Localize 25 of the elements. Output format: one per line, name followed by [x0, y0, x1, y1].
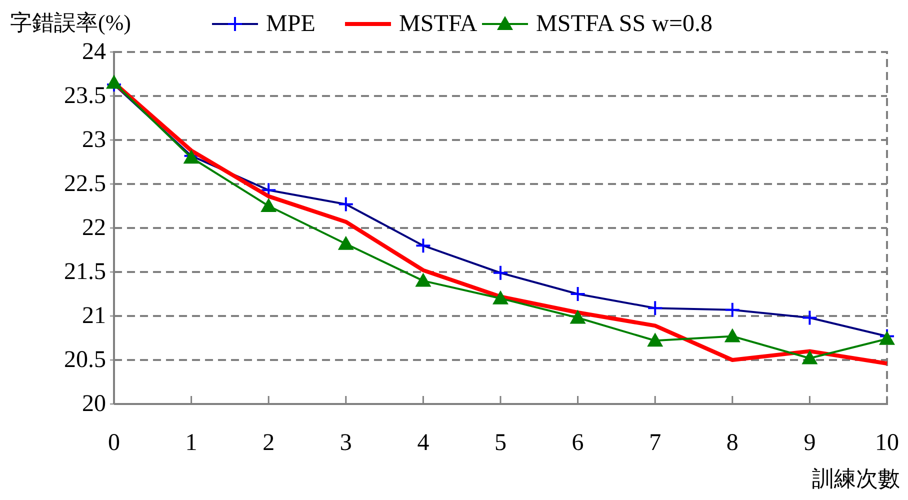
- y-tick-label: 22.5: [64, 171, 106, 197]
- x-tick-label: 6: [572, 430, 584, 456]
- x-tick-label: 5: [494, 430, 506, 456]
- y-tick-label: 21: [82, 303, 106, 329]
- y-tick-label: 21.5: [64, 259, 106, 285]
- x-tick-label: 9: [804, 430, 816, 456]
- legend-label: MSTFA SS w=0.8: [536, 11, 712, 37]
- y-tick-label: 22: [82, 215, 106, 241]
- x-tick-label: 7: [649, 430, 662, 456]
- y-tick-label: 24: [82, 39, 106, 65]
- legend-label: MPE: [266, 11, 316, 37]
- x-tick-label: 1: [185, 430, 198, 456]
- x-tick-label: 3: [340, 430, 352, 456]
- x-tick-label: 4: [417, 430, 430, 456]
- y-tick-label: 23.5: [64, 83, 106, 109]
- x-tick-label: 0: [108, 430, 120, 456]
- y-tick-label: 20.5: [64, 347, 106, 373]
- x-axis-title: 訓練次數: [812, 466, 900, 491]
- x-tick-label: 10: [875, 430, 899, 456]
- y-axis-title: 字錯誤率(%): [10, 10, 131, 35]
- y-tick-label: 23: [82, 127, 106, 153]
- legend-label: MSTFA: [399, 11, 478, 37]
- x-tick-label: 8: [726, 430, 738, 456]
- x-tick-label: 2: [262, 430, 275, 456]
- y-tick-label: 20: [82, 391, 106, 417]
